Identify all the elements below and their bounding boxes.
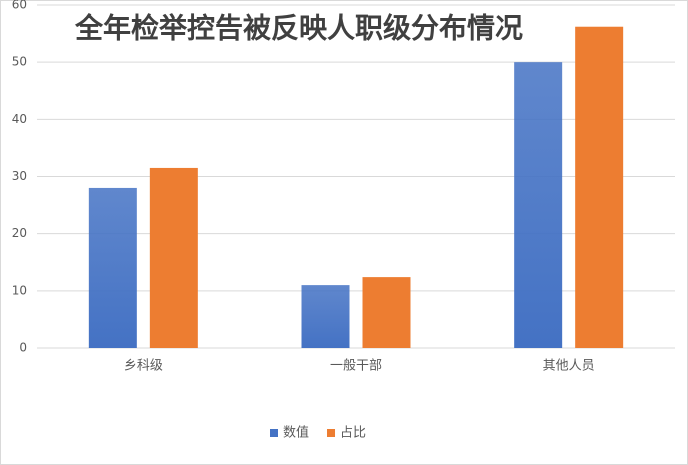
x-tick-label: 一般干部	[330, 358, 382, 374]
y-tick-label: 10	[12, 283, 27, 297]
y-tick-label: 60	[12, 0, 27, 12]
y-tick-label: 30	[12, 169, 27, 183]
bar	[301, 285, 350, 348]
legend-label: 数值	[283, 425, 309, 441]
x-tick-label: 其他人员	[543, 359, 595, 374]
bar	[88, 187, 137, 348]
y-tick-label: 20	[12, 226, 27, 240]
bar	[575, 26, 624, 349]
legend-swatch	[270, 429, 278, 437]
y-tick-label: 50	[12, 55, 27, 69]
bar	[362, 277, 411, 348]
x-tick-label: 乡科级	[124, 359, 163, 374]
bar	[514, 62, 563, 349]
y-tick-label: 40	[12, 112, 27, 126]
y-tick-label: 0	[19, 341, 27, 355]
bar	[149, 167, 198, 348]
chart-title: 全年检举控告被反映人职级分布情况	[74, 12, 523, 45]
legend-swatch	[327, 429, 336, 437]
legend-label: 占比	[340, 426, 366, 441]
